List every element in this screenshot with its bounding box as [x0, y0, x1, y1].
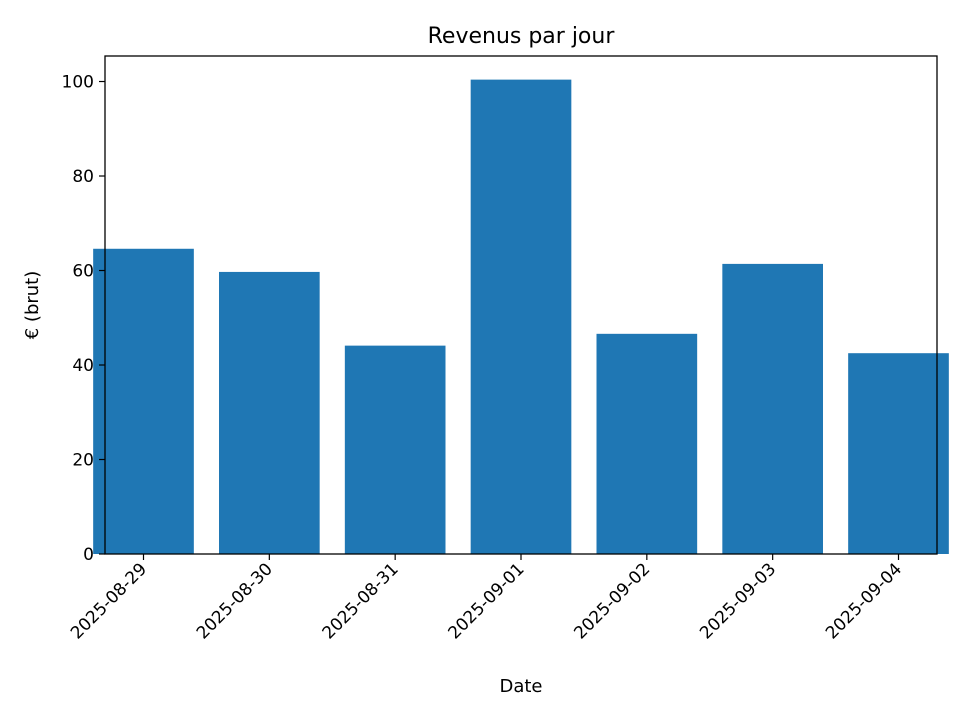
bar-2025-09-02: [596, 333, 698, 554]
x-axis: 2025-08-29 2025-08-30 2025-08-31 2025-09-01…: [67, 554, 906, 643]
y-tick-label: 40: [72, 356, 94, 376]
x-tick-label: 2025-08-31: [319, 559, 403, 643]
x-tick-label: 2025-08-29: [67, 559, 151, 643]
bars-group: [93, 79, 949, 554]
bar-2025-09-04: [848, 353, 949, 554]
bar-2025-08-31: [344, 345, 446, 554]
x-tick-label: 2025-09-04: [822, 559, 906, 643]
bar-2025-09-03: [722, 263, 823, 554]
y-tick-label: 60: [72, 262, 94, 282]
y-tick-label: 80: [72, 167, 94, 187]
bar-2025-08-29: [93, 248, 194, 554]
y-tick-label: 0: [83, 545, 94, 565]
y-tick-label: 20: [72, 451, 94, 471]
x-tick-label: 2025-09-02: [570, 559, 654, 643]
x-tick-label: 2025-09-03: [696, 559, 780, 643]
bar-2025-08-30: [219, 271, 320, 554]
y-axis-label: € (brut): [22, 271, 43, 340]
y-axis: 0 20 40 60 80 100: [62, 73, 105, 565]
x-tick-label: 2025-08-30: [193, 559, 277, 643]
x-axis-label: Date: [499, 676, 542, 697]
y-tick-label: 100: [62, 73, 94, 93]
plot-frame: [104, 55, 938, 555]
bar-2025-09-01: [470, 79, 572, 554]
x-tick-label: 2025-09-01: [445, 559, 529, 643]
chart-title: Revenus par jour: [428, 24, 616, 49]
